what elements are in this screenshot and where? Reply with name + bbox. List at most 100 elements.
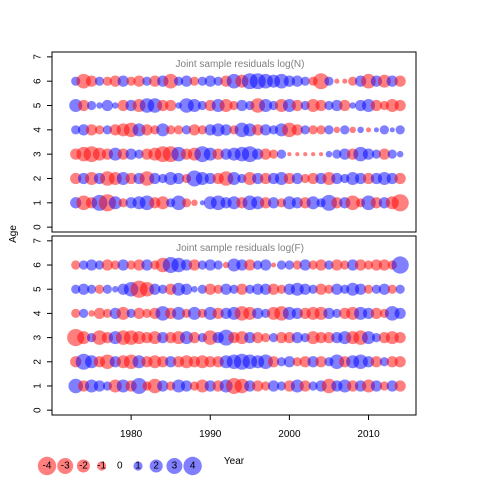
panel-title: Joint sample residuals log(F)	[176, 243, 304, 254]
residual-bubble	[252, 172, 264, 185]
residual-bubble	[116, 306, 130, 320]
residual-bubble	[102, 284, 112, 294]
residual-bubble	[324, 284, 334, 294]
residual-bubble	[132, 123, 146, 137]
residual-bubble	[244, 259, 256, 271]
residual-bubble	[157, 331, 169, 344]
residual-bubble	[290, 379, 304, 393]
residual-bubble	[267, 197, 280, 209]
residual-bubble	[204, 356, 216, 368]
residual-bubble	[276, 381, 287, 391]
residual-bubble	[213, 260, 223, 270]
legend-label: 0	[117, 461, 123, 472]
residual-bubble	[394, 307, 406, 320]
residual-bubble	[125, 148, 137, 160]
residual-bubble	[88, 310, 95, 317]
residual-bubble	[354, 259, 367, 271]
residual-bubble	[370, 356, 383, 368]
y-tick-label: 3	[33, 151, 44, 157]
residual-bubble	[236, 259, 248, 271]
residual-bubble	[252, 124, 264, 136]
residual-bubble	[149, 172, 161, 185]
residual-bubble	[172, 306, 186, 320]
residual-bubble	[267, 356, 280, 368]
residual-bubble	[268, 332, 279, 343]
residual-bubble	[220, 283, 232, 295]
residual-bubble	[245, 284, 255, 294]
residual-bubble	[362, 356, 375, 368]
residual-bubble	[308, 381, 318, 391]
residual-bubble	[180, 380, 193, 392]
residual-bubble	[118, 198, 128, 208]
residual-bubble	[204, 283, 216, 295]
residual-bubble	[395, 284, 405, 294]
residual-bubble	[195, 171, 209, 186]
residual-bubble	[333, 126, 341, 134]
residual-bubble	[131, 378, 148, 394]
residual-bubble	[260, 259, 272, 271]
residual-bubble	[349, 102, 356, 109]
y-tick-label: 4	[33, 310, 44, 316]
residual-bubble	[299, 259, 311, 271]
y-tick-label: 6	[33, 78, 44, 84]
residual-bubble	[282, 196, 296, 210]
residual-bubble	[371, 149, 382, 159]
residual-bubble	[188, 259, 201, 271]
residual-bubble	[191, 199, 198, 207]
residual-bubble	[157, 380, 169, 392]
residual-bubble	[331, 99, 343, 112]
legend-bubble	[57, 458, 74, 474]
residual-bubble	[148, 331, 162, 345]
residual-bubble	[71, 260, 81, 270]
residual-bubble	[373, 127, 379, 133]
residual-bubble	[282, 99, 296, 113]
residual-bubble	[93, 380, 106, 392]
residual-bubble	[378, 259, 390, 271]
panel-title: Joint sample residuals log(N)	[176, 59, 305, 70]
panel-frame	[51, 51, 417, 233]
y-tick-label: 0	[33, 224, 44, 230]
residual-bubble	[126, 260, 136, 270]
residual-bubble	[180, 283, 193, 295]
residual-bubble	[112, 102, 119, 109]
residual-bubble	[362, 307, 375, 320]
residual-bubble	[70, 172, 82, 185]
residual-bubble	[370, 259, 383, 271]
residual-bubble	[180, 75, 193, 87]
residual-bubble	[260, 283, 272, 295]
residual-bubble	[141, 124, 153, 136]
residual-bubble	[181, 125, 192, 135]
residual-bubble	[267, 283, 280, 295]
residual-bubble	[85, 379, 99, 393]
residual-bubble	[386, 356, 398, 368]
residual-bubble	[290, 282, 304, 296]
residual-bubble	[142, 76, 152, 86]
residual-bubble	[117, 259, 129, 271]
residual-bubble	[276, 357, 287, 367]
residual-bubble	[78, 124, 90, 136]
residual-bubble	[261, 381, 271, 391]
residual-bubble	[109, 75, 121, 87]
residual-bubble	[172, 172, 185, 185]
y-tick-label: 4	[33, 127, 44, 133]
residual-bubble	[132, 331, 146, 345]
residual-bubble	[276, 149, 287, 159]
residual-bubble	[92, 147, 106, 161]
residual-bubble	[331, 283, 343, 295]
residual-bubble	[172, 379, 186, 393]
residual-bubble	[370, 380, 383, 392]
residual-bubble	[306, 196, 320, 210]
residual-bubble	[394, 356, 406, 368]
residual-bubble	[306, 99, 320, 113]
residual-bubble	[260, 124, 272, 136]
residual-bubble	[203, 306, 217, 320]
residual-bubble	[366, 127, 372, 133]
residual-bubble	[395, 125, 405, 135]
y-tick-label: 7	[33, 54, 44, 60]
residual-bubble	[252, 307, 264, 320]
residual-bubble	[276, 260, 287, 270]
residual-bubble	[387, 149, 397, 159]
residual-bubble	[300, 125, 310, 135]
residual-bubble	[324, 125, 334, 135]
residual-bubble	[362, 99, 376, 113]
